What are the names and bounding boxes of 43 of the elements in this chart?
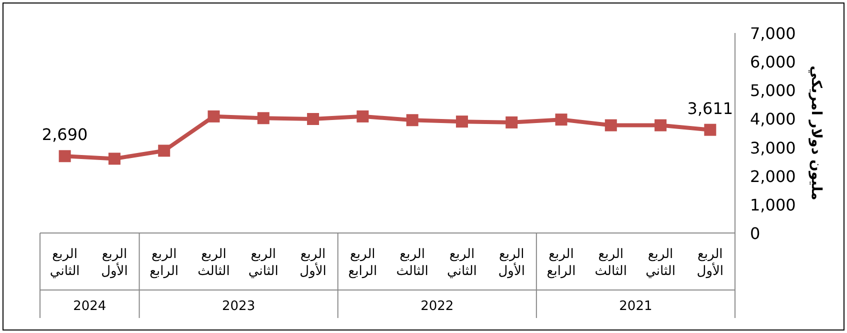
x-tick-label: الربع الأول	[696, 247, 724, 279]
x-tick-label: الربع الرابع	[348, 247, 378, 279]
text: 2024	[73, 299, 106, 314]
point	[456, 116, 468, 128]
point	[208, 110, 220, 122]
y-tick-label: 6,000	[750, 52, 796, 72]
point	[506, 116, 518, 128]
y-tick-label: 2,000	[750, 166, 796, 186]
x-tick-label: الربع الثاني	[447, 247, 477, 279]
point	[604, 119, 617, 132]
x-tick-label: الربع الأول	[498, 247, 525, 279]
x-tick-label: الربع الرابع	[546, 247, 576, 279]
x-tick-label: الربع الأول	[101, 247, 128, 279]
x-tick-label: الربع الرابع	[150, 247, 179, 279]
text: 2021	[619, 299, 652, 314]
x-tick-label: الربع الثاني	[646, 247, 676, 279]
x-tick-label: الربع الأول	[300, 247, 326, 279]
x-tick-label: الربع الثالث	[594, 247, 627, 279]
x-tick-label: الربع الثاني	[50, 247, 80, 279]
y-tick-label: 3,000	[750, 138, 796, 158]
point	[356, 110, 369, 122]
y-tick-label: 5,000	[750, 81, 796, 100]
y-tick-label: 0	[750, 224, 760, 243]
point	[257, 112, 270, 124]
point	[158, 144, 170, 157]
data-label: 2,690	[42, 125, 88, 144]
text: 2023	[222, 299, 256, 314]
y-tick-label: 1,000	[750, 195, 796, 214]
y-tick-label: 4,000	[750, 110, 796, 129]
point	[108, 152, 120, 165]
text: 2022	[420, 299, 454, 314]
point	[58, 150, 71, 162]
point	[654, 119, 667, 132]
x-tick-label: الربع الثالث	[198, 247, 230, 279]
point	[555, 114, 568, 126]
x-tick-label: الربع الثاني	[248, 247, 278, 279]
y-axis-title: مليون دولار امريكي	[808, 66, 824, 200]
data-label: 3,611	[687, 98, 734, 118]
point	[406, 114, 418, 126]
x-tick-label: الربع الثالث	[396, 247, 428, 279]
point	[704, 124, 716, 136]
y-tick-label: 7,000	[750, 24, 796, 43]
point	[307, 113, 320, 125]
